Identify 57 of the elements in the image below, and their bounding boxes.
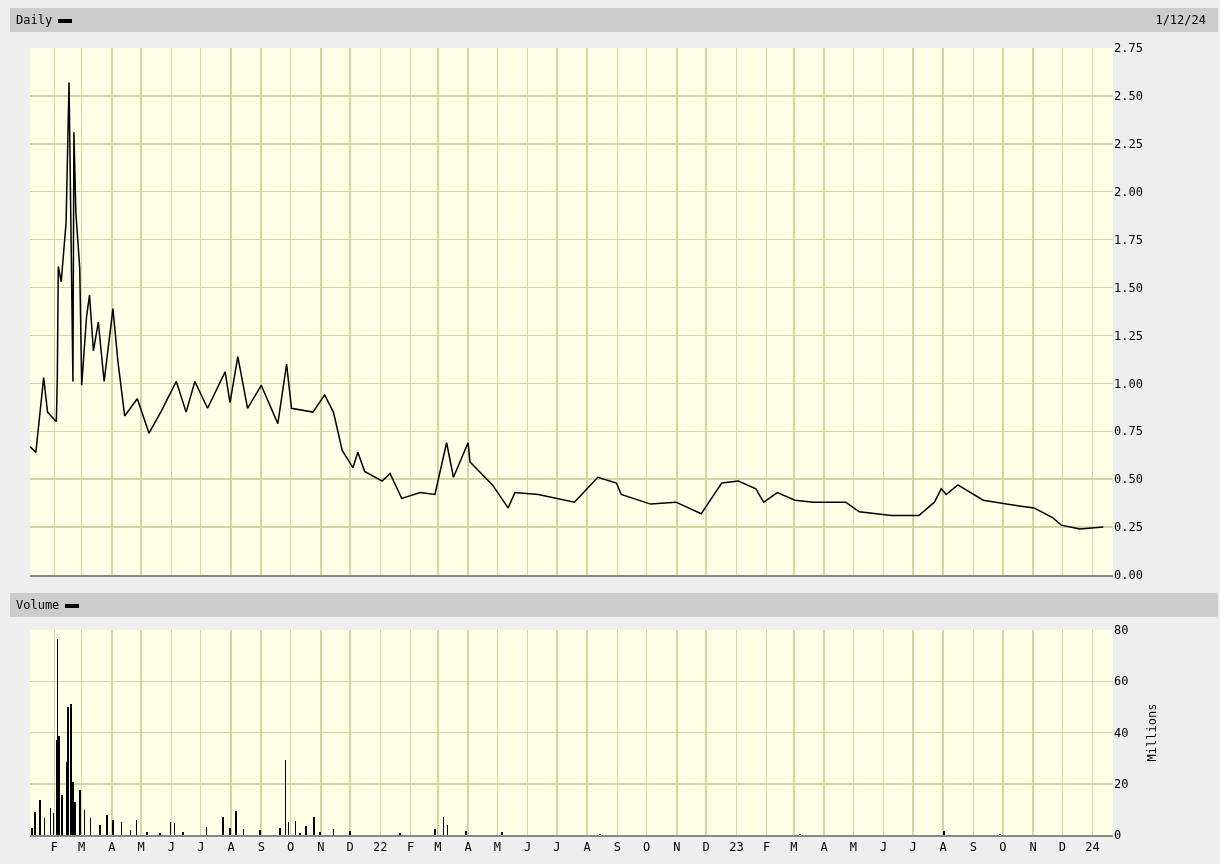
y-tick-label: 0.25 [1114,520,1143,535]
y-tick-label: 0.00 [1114,568,1143,583]
y-tick-label: 20 [1114,776,1129,791]
x-tick-label: M [137,840,145,855]
x-tick-label: A [108,840,117,855]
x-tick-label: J [167,840,176,855]
x-tick-label: J [909,840,917,855]
x-tick-label: M [849,840,858,855]
x-tick-label: A [583,840,592,855]
y-tick-label: 2.75 [1114,41,1143,56]
x-tick-label: S [613,840,621,855]
y-tick-label: 2.50 [1114,89,1143,104]
x-tick-label: J [523,840,532,855]
chart-title: Volume [16,597,61,614]
y-tick-label: 40 [1114,725,1129,740]
y-tick-label: 1.75 [1114,232,1143,247]
x-tick-label: F [50,840,59,855]
x-tick-label: A [227,840,236,855]
x-tick-label: J [197,840,205,855]
y-tick-label: 0.75 [1114,424,1143,439]
y-tick-label: 1.25 [1114,328,1143,343]
x-tick-label: D [346,840,354,855]
x-tick-label: O [643,840,651,855]
x-tick-label: A [464,840,473,855]
x-tick-label: J [553,840,561,855]
x-tick-label: F [763,840,771,855]
y-tick-label: 0 [1114,828,1122,843]
y-tick-label: 2.25 [1114,137,1143,152]
x-tick-label: M [434,840,442,855]
x-tick-label: F [406,840,415,855]
y-axis-title: Millions [1145,703,1160,762]
x-tick-label: O [999,840,1007,855]
x-tick-label: M [78,840,86,855]
y-tick-label: 1.50 [1114,280,1143,295]
x-tick-label: N [673,840,681,855]
x-tick-label: N [1029,840,1037,855]
x-tick-label: N [317,840,325,855]
x-tick-label: M [493,840,501,855]
text: 1/12/24 [1155,12,1206,29]
y-tick-label: 0.50 [1114,472,1143,487]
y-tick-label: 2.00 [1114,184,1143,199]
x-tick-label: A [939,840,948,855]
y-tick-label: 60 [1114,674,1129,689]
x-tick-label: S [969,840,978,855]
x-tick-label: J [880,840,888,855]
x-tick-label: A [820,840,829,855]
x-tick-label: 23 [729,840,744,855]
x-tick-label: S [257,840,265,855]
y-tick-label: 80 [1114,623,1129,638]
x-tick-label: 24 [1085,840,1100,855]
x-tick-label: O [286,840,295,855]
chart-title: Daily [16,12,54,29]
x-tick-label: D [1058,840,1066,855]
y-tick-label: 1.00 [1114,376,1143,391]
x-tick-label: 22 [373,840,388,855]
x-tick-label: D [702,840,710,855]
x-tick-label: M [790,840,798,855]
